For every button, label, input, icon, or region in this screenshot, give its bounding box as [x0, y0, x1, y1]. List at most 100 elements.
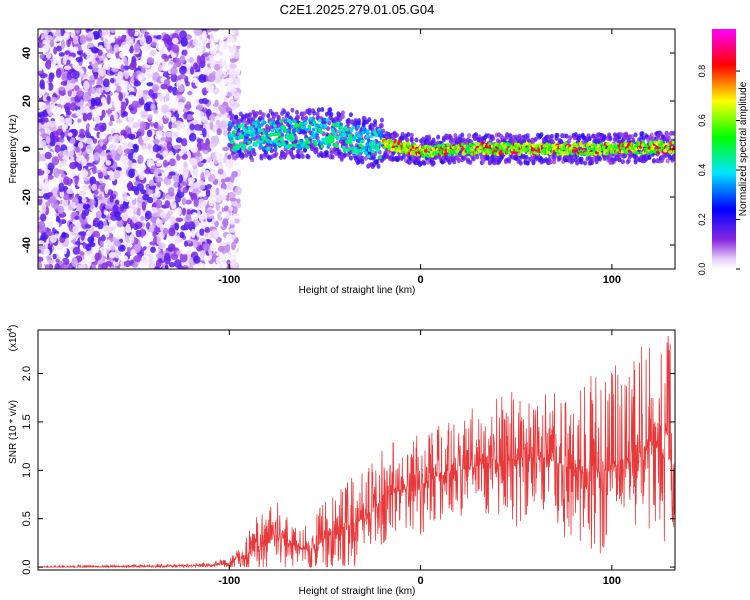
heatmap-cell	[114, 30, 119, 39]
heatmap-cell	[124, 83, 133, 91]
heatmap-cell	[181, 197, 187, 206]
heatmap-cell	[262, 120, 267, 125]
heatmap-cell	[359, 148, 363, 153]
heatmap-cell	[354, 148, 358, 153]
heatmap-cell	[266, 113, 271, 119]
heatmap-cell	[246, 133, 251, 137]
heatmap-cell	[254, 111, 259, 117]
heatmap-cell	[214, 75, 222, 84]
heatmap-cell	[91, 183, 98, 192]
heatmap-cell	[208, 174, 216, 183]
heatmap-cell	[250, 132, 255, 137]
heatmap-cell	[153, 168, 159, 178]
heatmap-cell	[139, 138, 144, 146]
heatmap-cell	[85, 144, 94, 154]
heatmap-cell	[44, 34, 53, 42]
heatmap-cell	[44, 40, 51, 46]
heatmap-cell	[278, 129, 282, 133]
heatmap-cell	[320, 144, 325, 149]
heatmap-cell	[110, 29, 116, 34]
heatmap-cell	[63, 176, 70, 186]
heatmap-cell	[62, 124, 68, 130]
heatmap-cell	[436, 134, 441, 140]
heatmap-cell	[339, 156, 344, 162]
heatmap-cell	[292, 130, 296, 135]
heatmap-cell	[480, 159, 485, 165]
heatmap-cell	[192, 166, 199, 177]
heatmap-cell	[170, 72, 177, 83]
heatmap-cell	[86, 53, 93, 63]
chart-title: C2E1.2025.279.01.05.G04	[280, 2, 435, 17]
heatmap-cell	[215, 119, 221, 126]
heatmap-cell	[113, 44, 120, 53]
heatmap-cell	[199, 263, 207, 269]
heatmap-cell	[139, 166, 145, 172]
heatmap-cell	[226, 92, 233, 97]
heatmap-cell	[300, 153, 305, 159]
heatmap-cell	[245, 129, 250, 134]
heatmap-cell	[87, 192, 94, 200]
heatmap-cell	[108, 252, 117, 258]
heatmap-cell	[247, 140, 251, 145]
heatmap-cell	[61, 257, 70, 266]
heatmap-cell	[63, 65, 72, 71]
heatmap-cell	[209, 41, 215, 51]
heatmap-cell	[580, 152, 585, 157]
heatmap-cell	[173, 144, 182, 149]
heatmap-cell	[44, 151, 52, 160]
heatmap-cell	[107, 135, 113, 142]
heatmap-cell	[221, 78, 226, 88]
heatmap-cell	[155, 153, 162, 159]
heatmap-cell	[280, 139, 285, 143]
heatmap-cell	[234, 126, 238, 131]
heatmap-cell	[181, 138, 188, 147]
heatmap-cell	[350, 119, 355, 125]
heatmap-cell	[249, 151, 254, 157]
heatmap-cell	[665, 158, 670, 164]
heatmap-cell	[188, 264, 194, 269]
heatmap-cell	[101, 234, 106, 242]
heatmap-cell	[165, 194, 170, 200]
heatmap-cell	[75, 109, 82, 117]
heatmap-cell	[104, 239, 112, 247]
heatmap-cell	[230, 139, 235, 144]
heatmap-cell	[215, 53, 221, 62]
heatmap-cell	[446, 142, 450, 147]
heatmap-cell	[179, 55, 186, 64]
heatmap-cell	[66, 38, 71, 48]
heatmap-cell	[168, 243, 176, 252]
heatmap-cell	[61, 96, 67, 105]
heatmap-cell	[148, 261, 156, 269]
heatmap-cell	[218, 161, 224, 172]
heatmap-cell	[110, 78, 115, 84]
heatmap-cell	[176, 94, 184, 99]
heatmap-cell	[156, 145, 162, 151]
heatmap-cell	[185, 101, 191, 111]
heatmap-cell	[92, 138, 98, 144]
heatmap-cell	[296, 129, 300, 133]
heatmap-cell	[312, 110, 317, 116]
heatmap-cell	[256, 120, 261, 124]
heatmap-cell	[129, 62, 137, 71]
heatmap-cell	[234, 218, 240, 224]
heatmap-cell	[69, 161, 77, 170]
heatmap-cell	[555, 132, 560, 138]
heatmap-cell	[337, 129, 342, 134]
heatmap-cell	[192, 239, 198, 249]
heatmap-cell	[329, 150, 334, 156]
heatmap-cell	[131, 216, 138, 223]
heatmap-cell	[57, 115, 65, 126]
heatmap-cell	[320, 107, 325, 113]
heatmap-cell	[364, 151, 368, 155]
heatmap-cell	[38, 89, 43, 98]
heatmap-cell	[39, 53, 45, 60]
heatmap-cell	[219, 120, 228, 129]
heatmap-cell	[80, 233, 85, 241]
heatmap-cell	[275, 137, 280, 141]
heatmap-cell	[228, 100, 235, 105]
heatmap-cell	[397, 139, 402, 144]
heatmap-cell	[215, 151, 220, 158]
heatmap-cell	[50, 234, 58, 243]
heatmap-cell	[367, 117, 372, 123]
heatmap-cell	[139, 121, 147, 131]
